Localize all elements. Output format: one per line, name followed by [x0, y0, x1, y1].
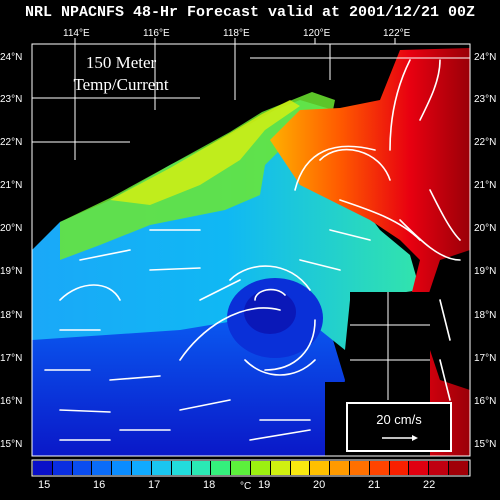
lat-tick-l-16: 16°N — [0, 396, 23, 407]
lat-tick-l-21: 21°N — [0, 180, 23, 191]
depth-label: 150 Meter Temp/Current — [46, 52, 196, 96]
lat-tick-l-23: 23°N — [0, 94, 23, 105]
colorbar-label: 21 — [368, 479, 381, 491]
lon-tick-5: 122°E — [383, 28, 411, 39]
colorbar-cell — [92, 461, 113, 475]
lat-tick-l-19: 19°N — [0, 266, 23, 277]
colorbar-label: 16 — [93, 479, 106, 491]
lat-tick-l-20: 20°N — [0, 223, 23, 234]
colorbar-unit: °C — [240, 481, 252, 492]
lat-tick-r-15: 15°N — [474, 439, 497, 450]
lat-tick-l-24: 24°N — [0, 52, 23, 63]
lat-tick-r-22: 22°N — [474, 137, 497, 148]
colorbar-cell — [389, 461, 410, 475]
depth-label-line2: Temp/Current — [73, 75, 169, 94]
colorbar-cell — [231, 461, 251, 475]
colorbar-cell — [171, 461, 192, 475]
colorbar-label: 22 — [423, 479, 436, 491]
lon-tick-4: 120°E — [303, 28, 331, 39]
colorbar-cell — [350, 461, 370, 475]
lat-tick-r-20: 20°N — [474, 223, 497, 234]
velocity-scale-box: 20 cm/s — [346, 402, 452, 452]
colorbar-cell — [290, 461, 311, 475]
lat-tick-r-24: 24°N — [474, 52, 497, 63]
lon-tick-1: 114°E — [63, 28, 90, 39]
colorbar-cell — [409, 461, 430, 475]
colorbar-cell — [33, 461, 53, 475]
colorbar-label: 17 — [148, 479, 161, 491]
colorbar-label: 18 — [203, 479, 216, 491]
colorbar-label: 19 — [258, 479, 271, 491]
colorbar-label: 20 — [313, 479, 326, 491]
current-arrows — [44, 59, 461, 441]
colorbar-cell — [112, 461, 133, 475]
colorbar-cell — [429, 461, 450, 475]
scale-arrow-icon — [382, 435, 418, 441]
colorbar-cell — [72, 461, 93, 475]
lat-tick-r-18: 18°N — [474, 310, 497, 321]
lon-tick-2: 116°E — [143, 28, 170, 39]
colorbar-cell — [191, 461, 212, 475]
colorbar-cell — [270, 461, 291, 475]
colorbar-cell — [250, 461, 271, 475]
lat-tick-l-22: 22°N — [0, 137, 23, 148]
lat-tick-l-17: 17°N — [0, 353, 23, 364]
colorbar-cell — [211, 461, 232, 475]
map-title: NRL NPACNFS 48-Hr Forecast valid at 2001… — [24, 4, 476, 21]
colorbar-label: 15 — [38, 479, 51, 491]
lat-tick-l-15: 15°N — [0, 439, 23, 450]
lat-tick-r-21: 21°N — [474, 180, 497, 191]
lat-tick-r-16: 16°N — [474, 396, 497, 407]
velocity-scale-label: 20 cm/s — [376, 412, 422, 427]
colorbar-cell — [52, 461, 73, 475]
colorbar-cell — [310, 461, 331, 475]
colorbar-cell — [449, 461, 469, 475]
lat-tick-r-19: 19°N — [474, 266, 497, 277]
lat-tick-r-23: 23°N — [474, 94, 497, 105]
colorbar — [33, 461, 469, 475]
colorbar-cell — [369, 461, 390, 475]
colorbar-cell — [330, 461, 350, 475]
kuroshio-warm — [270, 48, 470, 456]
depth-label-line1: 150 Meter — [85, 53, 157, 72]
lon-tick-3: 118°E — [223, 28, 250, 39]
colorbar-cell — [132, 461, 152, 475]
colorbar-cell — [151, 461, 172, 475]
lat-tick-r-17: 17°N — [474, 353, 497, 364]
lat-tick-l-18: 18°N — [0, 310, 23, 321]
